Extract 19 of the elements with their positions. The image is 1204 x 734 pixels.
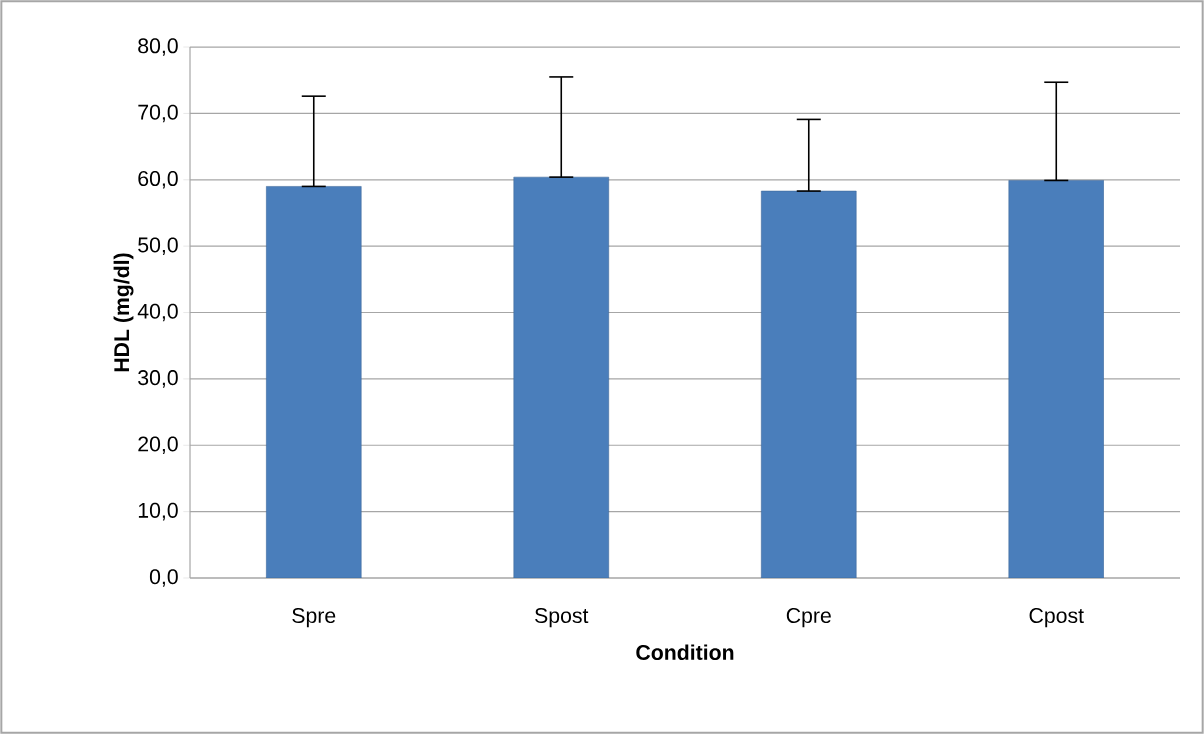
x-tick-label: Cpost: [1029, 608, 1084, 628]
y-tick-label: 40,0: [137, 303, 178, 322]
x-tick-label: Spost: [535, 608, 589, 628]
y-tick-label: 60,0: [138, 171, 178, 189]
y-tick-label: 50,0: [138, 237, 178, 255]
x-axis-title: Condition: [636, 644, 734, 660]
bar: [761, 190, 857, 578]
y-tick-label: 0,0: [149, 569, 178, 587]
y-axis-title: HDL (mg/dl): [113, 253, 134, 372]
y-tick-label: 10,0: [138, 502, 178, 521]
x-tick-label: Cpre: [786, 608, 831, 628]
x-tick-label: Spre: [292, 608, 336, 628]
y-tick-label: 70,0: [138, 104, 178, 123]
y-tick-label: 30,0: [138, 370, 178, 388]
bar: [1008, 180, 1104, 578]
y-tick-label: 20,0: [138, 436, 178, 455]
bar: [513, 176, 609, 578]
y-tick-label: 80,0: [138, 38, 178, 56]
bar: [266, 186, 362, 578]
